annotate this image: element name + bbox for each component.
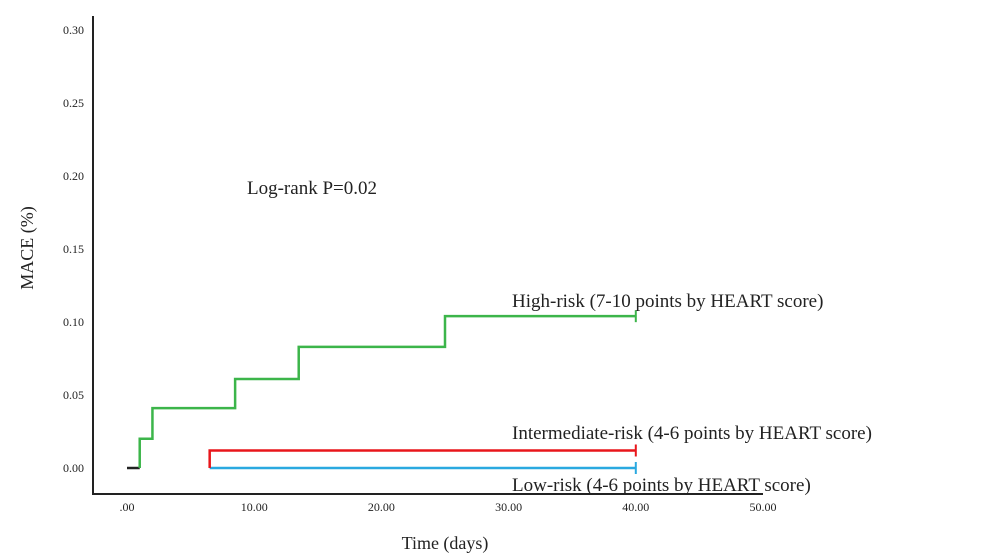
x-tick-label: 40.00 bbox=[622, 500, 649, 514]
y-tick-label: 0.00 bbox=[63, 461, 84, 475]
series-label-1: Intermediate-risk (4-6 points by HEART s… bbox=[512, 423, 872, 444]
y-tick-label: 0.15 bbox=[63, 242, 84, 256]
y-axis-title: MACE (%) bbox=[17, 206, 38, 290]
x-tick-label: 10.00 bbox=[241, 500, 268, 514]
x-axis-title: Time (days) bbox=[402, 533, 489, 554]
series-group bbox=[127, 310, 637, 474]
y-tick-label: 0.25 bbox=[63, 96, 84, 110]
logrank-annotation: Log-rank P=0.02 bbox=[247, 178, 377, 199]
y-tick-label: 0.20 bbox=[63, 169, 84, 183]
series-label-0: High-risk (7-10 points by HEART score) bbox=[512, 291, 823, 312]
x-tick-label: 30.00 bbox=[495, 500, 522, 514]
y-tick-label: 0.30 bbox=[63, 23, 84, 37]
series-label-2: Low-risk (4-6 points by HEART score) bbox=[512, 475, 811, 496]
y-tick-label: 0.05 bbox=[63, 388, 84, 402]
x-tick-label: .00 bbox=[120, 500, 135, 514]
x-tick-label: 50.00 bbox=[750, 500, 777, 514]
series-line-0 bbox=[138, 314, 636, 468]
axes bbox=[92, 16, 763, 495]
y-tick-label: 0.10 bbox=[63, 315, 84, 329]
x-tick-label: 20.00 bbox=[368, 500, 395, 514]
series-line-1 bbox=[208, 449, 636, 468]
series-labels: Low-risk (4-6 points by HEART score) Inte… bbox=[512, 291, 872, 496]
tick-labels: .00 10.00 20.00 30.00 40.00 50.00 0.00 0.05 0.10… bbox=[63, 23, 777, 514]
